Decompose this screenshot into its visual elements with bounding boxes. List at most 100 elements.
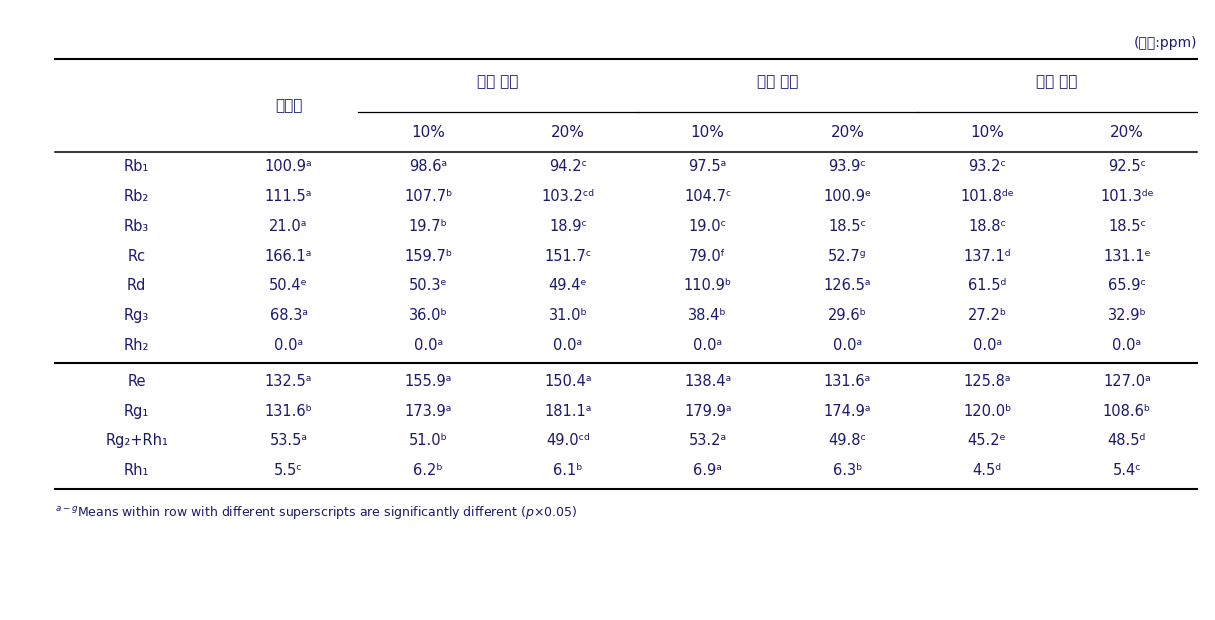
Text: $^{a-g}$Means within row with different superscripts are significantly different: $^{a-g}$Means within row with different … [55, 504, 577, 521]
Text: 98.6ᵃ: 98.6ᵃ [409, 159, 447, 174]
Text: 충남 청양: 충남 청양 [1036, 74, 1078, 90]
Text: 31.0ᵇ: 31.0ᵇ [549, 308, 587, 323]
Text: 52.7ᵍ: 52.7ᵍ [829, 249, 866, 264]
Text: Rg₁: Rg₁ [124, 404, 149, 418]
Text: 100.9ᵃ: 100.9ᵃ [265, 159, 312, 174]
Text: 49.4ᵉ: 49.4ᵉ [549, 278, 587, 293]
Text: 151.7ᶜ: 151.7ᶜ [544, 249, 592, 264]
Text: 108.6ᵇ: 108.6ᵇ [1103, 404, 1151, 418]
Text: 32.9ᵇ: 32.9ᵇ [1108, 308, 1146, 323]
Text: 21.0ᵃ: 21.0ᵃ [270, 219, 307, 234]
Text: Rc: Rc [128, 249, 146, 264]
Text: 65.9ᶜ: 65.9ᶜ [1108, 278, 1146, 293]
Text: 0.0ᵃ: 0.0ᵃ [414, 338, 442, 353]
Text: 120.0ᵇ: 120.0ᵇ [963, 404, 1011, 418]
Text: 101.8ᵈᵉ: 101.8ᵈᵉ [960, 189, 1015, 204]
Text: 10%: 10% [412, 125, 445, 140]
Text: 20%: 20% [1111, 125, 1143, 140]
Text: 51.0ᵇ: 51.0ᵇ [409, 433, 447, 448]
Text: 132.5ᵃ: 132.5ᵃ [265, 374, 312, 389]
Text: Re: Re [128, 374, 146, 389]
Text: Rg₂+Rh₁: Rg₂+Rh₁ [106, 433, 168, 448]
Text: 137.1ᵈ: 137.1ᵈ [963, 249, 1011, 264]
Text: 0.0ᵃ: 0.0ᵃ [694, 338, 722, 353]
Text: 6.3ᵇ: 6.3ᵇ [832, 463, 863, 478]
Text: 6.1ᵇ: 6.1ᵇ [553, 463, 583, 478]
Text: 6.2ᵇ: 6.2ᵇ [413, 463, 443, 478]
Text: 0.0ᵃ: 0.0ᵃ [973, 338, 1001, 353]
Text: 전북 순창: 전북 순창 [477, 74, 519, 90]
Text: 충남 논산: 충남 논산 [757, 74, 798, 90]
Text: (단위:ppm): (단위:ppm) [1134, 37, 1197, 50]
Text: 38.4ᵇ: 38.4ᵇ [689, 308, 727, 323]
Text: 50.3ᵉ: 50.3ᵉ [409, 278, 447, 293]
Text: 0.0ᵃ: 0.0ᵃ [554, 338, 582, 353]
Text: 181.1ᵃ: 181.1ᵃ [544, 404, 592, 418]
Text: 68.3ᵃ: 68.3ᵃ [270, 308, 307, 323]
Text: Rb₂: Rb₂ [124, 189, 149, 204]
Text: 93.9ᶜ: 93.9ᶜ [829, 159, 866, 174]
Text: 61.5ᵈ: 61.5ᵈ [968, 278, 1006, 293]
Text: 48.5ᵈ: 48.5ᵈ [1108, 433, 1146, 448]
Text: 127.0ᵃ: 127.0ᵃ [1103, 374, 1151, 389]
Text: 20%: 20% [552, 125, 584, 140]
Text: Rg₃: Rg₃ [124, 308, 149, 323]
Text: 150.4ᵃ: 150.4ᵃ [544, 374, 592, 389]
Text: 126.5ᵃ: 126.5ᵃ [824, 278, 871, 293]
Text: 5.5ᶜ: 5.5ᶜ [275, 463, 303, 478]
Text: 5.4ᶜ: 5.4ᶜ [1113, 463, 1141, 478]
Text: 0.0ᵃ: 0.0ᵃ [833, 338, 861, 353]
Text: 173.9ᵃ: 173.9ᵃ [405, 404, 452, 418]
Text: 93.2ᶜ: 93.2ᶜ [968, 159, 1006, 174]
Text: 131.1ᵉ: 131.1ᵉ [1103, 249, 1151, 264]
Text: 110.9ᵇ: 110.9ᵇ [684, 278, 731, 293]
Text: 131.6ᵇ: 131.6ᵇ [265, 404, 312, 418]
Text: 103.2ᶜᵈ: 103.2ᶜᵈ [542, 189, 594, 204]
Text: Rd: Rd [128, 278, 146, 293]
Text: Rb₃: Rb₃ [124, 219, 149, 234]
Text: Rh₂: Rh₂ [124, 338, 149, 353]
Text: 131.6ᵃ: 131.6ᵃ [824, 374, 871, 389]
Text: 4.5ᵈ: 4.5ᵈ [973, 463, 1001, 478]
Text: 94.2ᶜ: 94.2ᶜ [549, 159, 587, 174]
Text: 166.1ᵃ: 166.1ᵃ [265, 249, 312, 264]
Text: 36.0ᵇ: 36.0ᵇ [409, 308, 447, 323]
Text: 18.5ᶜ: 18.5ᶜ [1108, 219, 1146, 234]
Text: 53.2ᵃ: 53.2ᵃ [689, 433, 727, 448]
Text: Rh₁: Rh₁ [124, 463, 149, 478]
Text: 0.0ᵃ: 0.0ᵃ [1113, 338, 1141, 353]
Text: 18.8ᶜ: 18.8ᶜ [968, 219, 1006, 234]
Text: 111.5ᵃ: 111.5ᵃ [265, 189, 312, 204]
Text: 0.0ᵃ: 0.0ᵃ [275, 338, 303, 353]
Text: 18.9ᶜ: 18.9ᶜ [549, 219, 587, 234]
Text: 179.9ᵃ: 179.9ᵃ [684, 404, 731, 418]
Text: 53.5ᵃ: 53.5ᵃ [270, 433, 307, 448]
Text: 18.5ᶜ: 18.5ᶜ [829, 219, 866, 234]
Text: 6.9ᵃ: 6.9ᵃ [694, 463, 722, 478]
Text: 174.9ᵃ: 174.9ᵃ [824, 404, 871, 418]
Text: 19.0ᶜ: 19.0ᶜ [689, 219, 727, 234]
Text: 107.7ᵇ: 107.7ᵇ [405, 189, 452, 204]
Text: 20%: 20% [831, 125, 864, 140]
Text: 92.5ᶜ: 92.5ᶜ [1108, 159, 1146, 174]
Text: 49.8ᶜ: 49.8ᶜ [829, 433, 866, 448]
Text: 159.7ᵇ: 159.7ᵇ [405, 249, 452, 264]
Text: 138.4ᵃ: 138.4ᵃ [684, 374, 731, 389]
Text: 대조구: 대조구 [275, 98, 303, 113]
Text: 101.3ᵈᵉ: 101.3ᵈᵉ [1100, 189, 1154, 204]
Text: 19.7ᵇ: 19.7ᵇ [409, 219, 447, 234]
Text: 49.0ᶜᵈ: 49.0ᶜᵈ [546, 433, 590, 448]
Text: 97.5ᵃ: 97.5ᵃ [689, 159, 727, 174]
Text: 10%: 10% [691, 125, 724, 140]
Text: 104.7ᶜ: 104.7ᶜ [684, 189, 731, 204]
Text: 45.2ᵉ: 45.2ᵉ [968, 433, 1006, 448]
Text: 125.8ᵃ: 125.8ᵃ [963, 374, 1011, 389]
Text: 27.2ᵇ: 27.2ᵇ [967, 308, 1007, 323]
Text: 79.0ᶠ: 79.0ᶠ [689, 249, 727, 264]
Text: 10%: 10% [971, 125, 1004, 140]
Text: Rb₁: Rb₁ [124, 159, 149, 174]
Text: 29.6ᵇ: 29.6ᵇ [829, 308, 866, 323]
Text: 155.9ᵃ: 155.9ᵃ [405, 374, 452, 389]
Text: 50.4ᵉ: 50.4ᵉ [270, 278, 307, 293]
Text: 100.9ᵉ: 100.9ᵉ [824, 189, 871, 204]
